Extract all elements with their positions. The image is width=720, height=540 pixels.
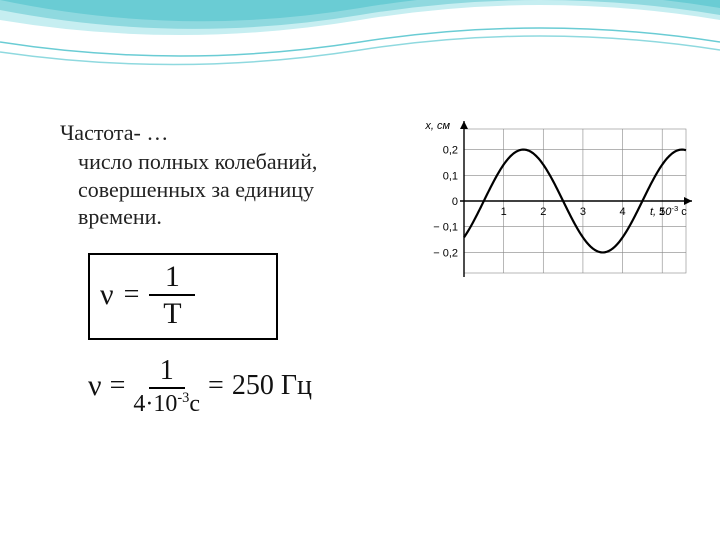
formula-fraction: 1 T	[149, 261, 195, 330]
svg-text:− 0,1: − 0,1	[433, 222, 458, 234]
calc-denominator: 4·10-3с	[133, 391, 200, 417]
svg-text:1: 1	[501, 206, 507, 218]
oscillation-chart: 123450,10,2− 0,1− 0,20x, смt, 10-3 с	[420, 115, 700, 295]
calc-symbol: ν	[88, 369, 102, 403]
definition-title: Частота- …	[60, 120, 390, 146]
formula-denominator: T	[163, 298, 181, 330]
svg-text:− 0,2: − 0,2	[433, 247, 458, 259]
calc-fraction: 1 4·10-3с	[133, 356, 200, 418]
calc-equals2: =	[208, 370, 224, 402]
calculation: ν = 1 4·10-3с = 250 Гц	[88, 356, 390, 418]
wave-decoration	[0, 0, 720, 90]
svg-text:0,1: 0,1	[443, 170, 458, 182]
calc-equals1: =	[110, 370, 126, 402]
calc-numerator: 1	[160, 356, 174, 385]
formula-equals: =	[124, 279, 140, 311]
svg-text:2: 2	[540, 206, 546, 218]
formula-symbol: ν	[100, 278, 114, 312]
svg-text:x, см: x, см	[424, 120, 450, 132]
svg-text:0: 0	[452, 196, 458, 208]
svg-text:4: 4	[620, 206, 626, 218]
formula-box: ν = 1 T	[88, 253, 278, 340]
formula-numerator: 1	[165, 261, 180, 293]
calc-result: 250 Гц	[232, 370, 312, 402]
svg-text:3: 3	[580, 206, 586, 218]
text-content: Частота- … число полных колебаний, совер…	[60, 120, 390, 417]
definition-body: число полных колебаний, совершенных за е…	[78, 148, 390, 231]
svg-text:t, 10-3 с: t, 10-3 с	[650, 204, 687, 219]
svg-text:0,2: 0,2	[443, 145, 458, 157]
